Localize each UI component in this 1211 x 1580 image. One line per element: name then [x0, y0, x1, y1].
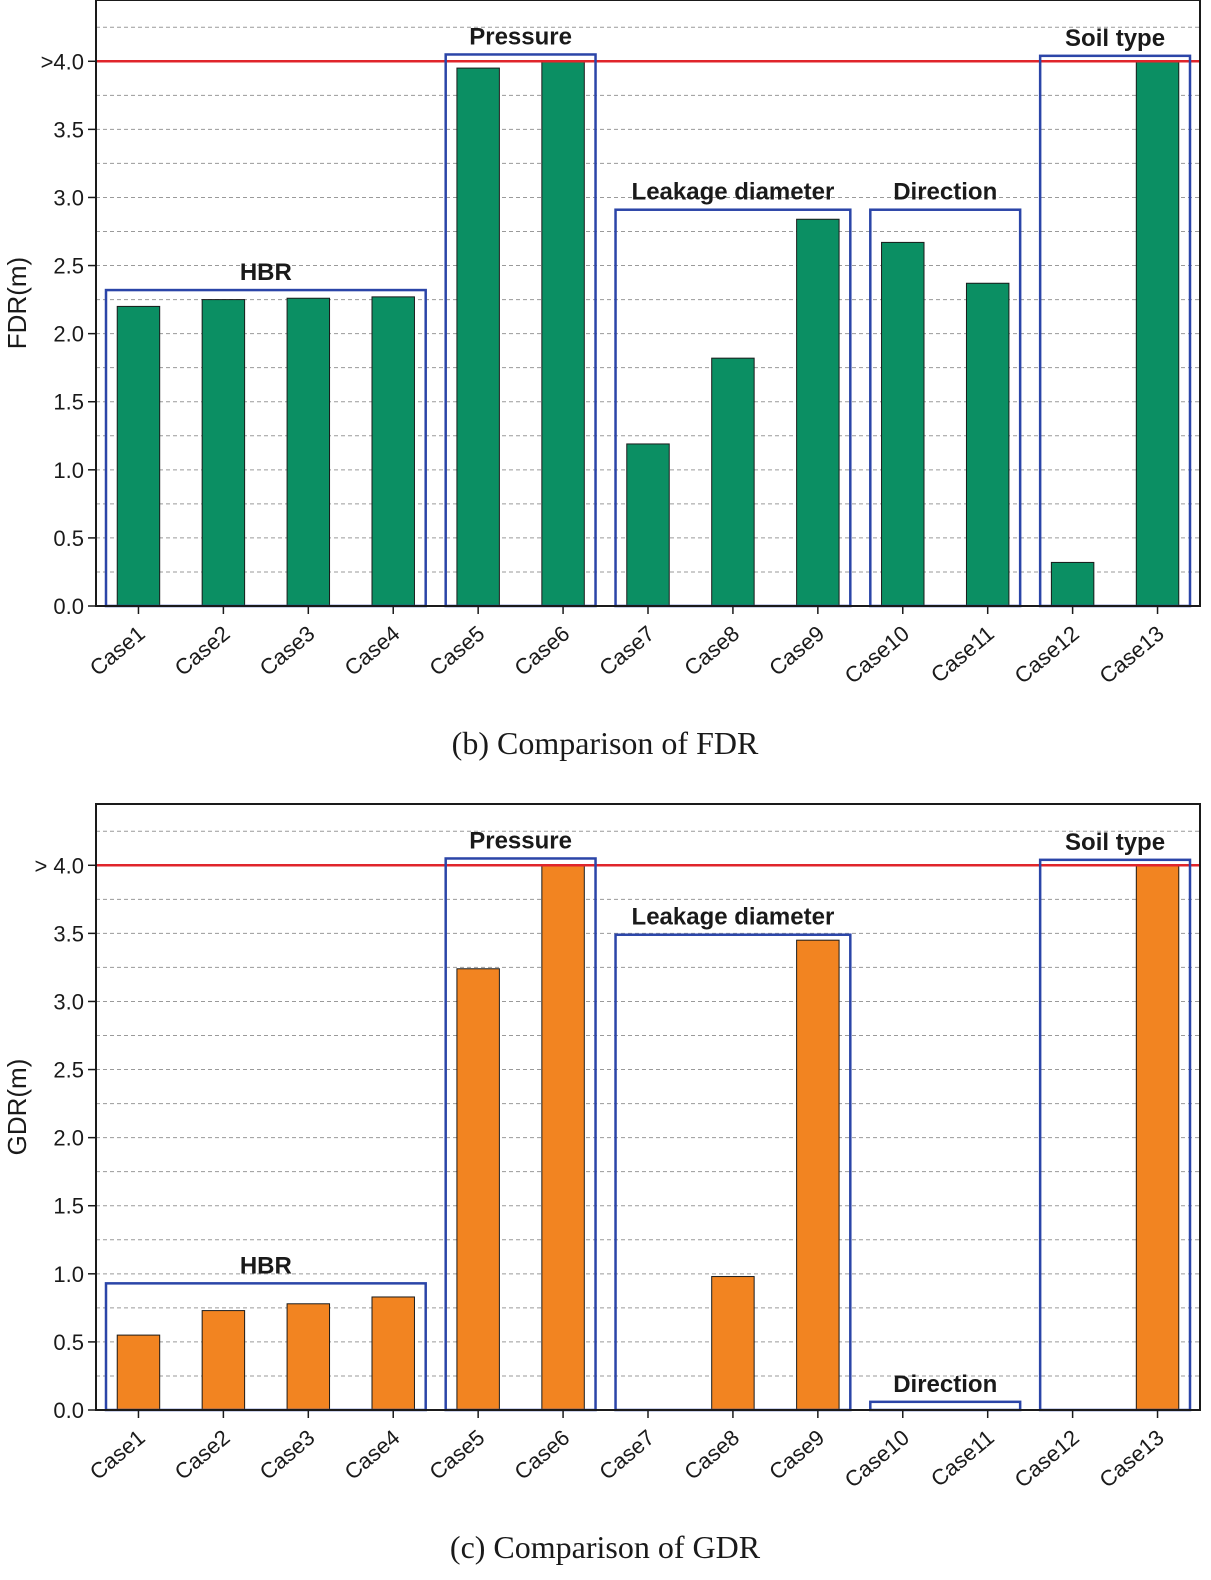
- x-tick-label: Case11: [926, 621, 999, 688]
- x-tick-label: Case4: [340, 1425, 405, 1485]
- x-tick-label: Case13: [1095, 1425, 1169, 1493]
- bar-case1: [116, 305, 161, 607]
- group-label: Pressure: [469, 23, 572, 50]
- x-tick-label: Case10: [840, 1425, 914, 1493]
- group-box-direction: [869, 1400, 1022, 1412]
- group-label: Soil type: [1065, 829, 1165, 856]
- y-tick-label: 2.0: [53, 1126, 84, 1151]
- bar-case4: [371, 1296, 415, 1411]
- group-label: Direction: [893, 179, 997, 206]
- x-tick-label: Case8: [679, 1425, 744, 1485]
- bar-case9: [796, 218, 840, 607]
- y-axis-label: FDR(m): [2, 257, 32, 349]
- y-tick-label: 1.0: [53, 1262, 84, 1287]
- bar-case3: [286, 1303, 331, 1411]
- x-tick-label: Case5: [425, 621, 490, 681]
- x-tick-label: Case9: [764, 621, 829, 681]
- group-label: Direction: [893, 1371, 997, 1398]
- y-tick-label: 3.5: [53, 117, 84, 142]
- bar-case8: [711, 1276, 755, 1411]
- x-tick-label: Case11: [926, 1425, 999, 1492]
- bar-case11: [965, 282, 1010, 607]
- bar-case5: [456, 968, 500, 1411]
- bar-case6: [541, 864, 585, 1411]
- group-label: Leakage diameter: [632, 904, 835, 931]
- group-label: Pressure: [469, 827, 572, 854]
- bar-case5: [456, 67, 500, 607]
- bar-case2: [201, 299, 246, 607]
- x-tick-label: Case8: [679, 621, 744, 681]
- y-axis-label: GDR(m): [2, 1059, 32, 1156]
- x-tick-label: Case5: [425, 1425, 490, 1485]
- x-tick-label: Case7: [594, 621, 659, 681]
- y-tick-label: 3.5: [53, 921, 84, 946]
- figure-caption: (c) Comparison of GDR: [450, 1529, 761, 1565]
- x-tick-label: Case9: [764, 1425, 829, 1485]
- bar-case3: [286, 297, 331, 607]
- y-tick-label: 2.0: [53, 322, 84, 347]
- chart-panel-1: HBR Pressure Leakage diameter Direction Soil…: [2, 803, 1201, 1565]
- bar-case2: [201, 1310, 246, 1411]
- bar-case9: [796, 939, 840, 1411]
- figure-caption: (b) Comparison of FDR: [452, 725, 759, 761]
- y-tick-label: 2.5: [53, 1058, 84, 1083]
- group-label: HBR: [240, 1252, 292, 1279]
- x-tick-label: Case2: [170, 621, 235, 681]
- y-tick-label: 0.5: [53, 526, 84, 551]
- bar-case13: [1135, 864, 1180, 1411]
- bar-case6: [541, 60, 585, 607]
- x-tick-label: Case3: [255, 621, 320, 681]
- bar-case7: [626, 443, 670, 607]
- bar-case13: [1135, 60, 1180, 607]
- x-tick-label: Case3: [255, 1425, 320, 1485]
- x-tick-label: Case7: [594, 1425, 659, 1485]
- x-tick-label: Case1: [85, 621, 150, 681]
- x-tick-label: Case13: [1095, 621, 1169, 689]
- y-tick-label: >4.0: [41, 49, 84, 74]
- x-tick-label: Case6: [510, 621, 575, 681]
- x-tick-label: Case12: [1010, 1425, 1084, 1493]
- group-label: Leakage diameter: [632, 179, 835, 206]
- chart-panel-0: HBR Pressure Leakage diameter Direction Soil…: [2, 0, 1201, 761]
- x-tick-label: Case4: [340, 621, 405, 681]
- plot-frame: [95, 803, 1201, 1411]
- bar-case10: [881, 241, 925, 607]
- bar-case12: [1050, 561, 1095, 607]
- y-tick-label: 0.5: [53, 1330, 84, 1355]
- y-tick-label: 1.0: [53, 458, 84, 483]
- y-tick-label: 0.0: [53, 594, 84, 619]
- y-tick-label: 1.5: [53, 390, 84, 415]
- x-tick-label: Case1: [85, 1425, 150, 1485]
- y-tick-label: 0.0: [53, 1398, 84, 1423]
- y-tick-label: 3.0: [53, 185, 84, 210]
- y-tick-label: 2.5: [53, 254, 84, 279]
- y-tick-label: > 4.0: [34, 853, 84, 878]
- x-tick-label: Case10: [840, 621, 914, 689]
- x-tick-label: Case12: [1010, 621, 1084, 689]
- x-tick-label: Case6: [510, 1425, 575, 1485]
- bar-case8: [711, 357, 755, 607]
- bar-case1: [116, 1334, 161, 1411]
- group-label: Soil type: [1065, 25, 1165, 52]
- group-label: HBR: [240, 259, 292, 286]
- x-tick-label: Case2: [170, 1425, 235, 1485]
- y-tick-label: 3.0: [53, 989, 84, 1014]
- bar-case4: [371, 296, 415, 607]
- y-tick-label: 1.5: [53, 1194, 84, 1219]
